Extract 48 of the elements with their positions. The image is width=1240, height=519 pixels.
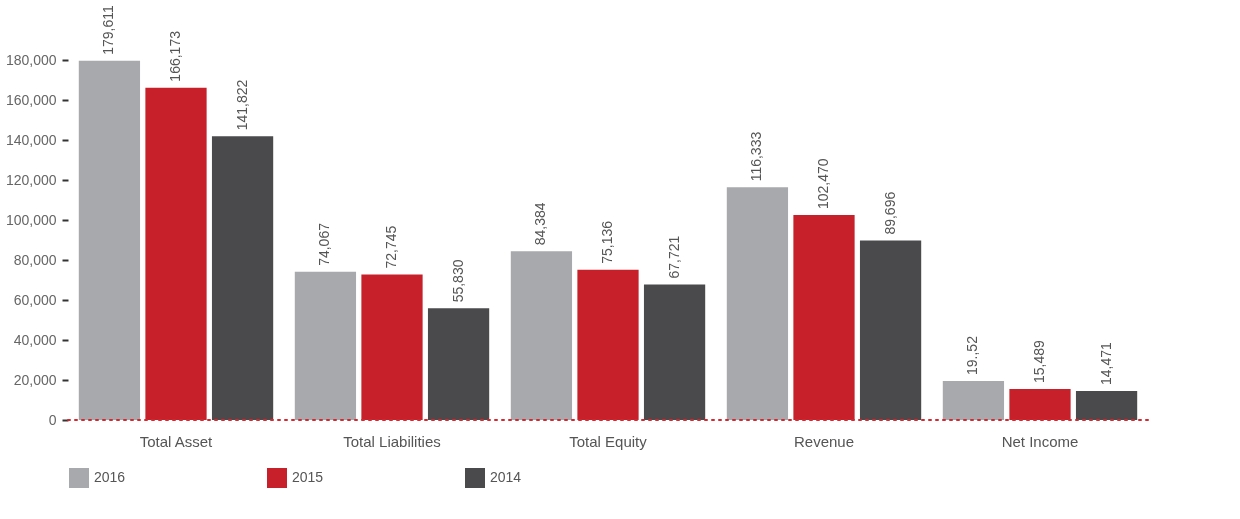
x-tick-label: Total Asset	[139, 432, 214, 450]
bar	[145, 87, 207, 420]
data-label: 74,067	[316, 222, 333, 266]
bar	[577, 269, 639, 420]
x-tick-label: Revenue	[793, 432, 855, 450]
y-tick-label: 40,000	[13, 331, 57, 348]
bar	[510, 251, 573, 420]
bar	[726, 187, 789, 420]
legend-label: 2016	[94, 469, 126, 485]
bar	[78, 60, 141, 420]
data-label: 141,822	[233, 79, 250, 131]
bar	[942, 381, 1005, 420]
data-label: 102,470	[815, 158, 831, 210]
bar	[427, 308, 490, 420]
data-label: 72,745	[383, 225, 399, 269]
data-label: 84,384	[532, 202, 549, 246]
bar	[643, 284, 706, 420]
y-tick-label: 100,000	[5, 211, 57, 228]
data-label: 55,830	[449, 259, 466, 303]
y-tick-label: 120,000	[5, 171, 57, 188]
y-tick-label: 0	[48, 411, 57, 428]
y-tick-label: 60,000	[13, 291, 57, 308]
data-label: 15,489	[1031, 339, 1047, 384]
legend-label: 2014	[490, 469, 522, 485]
x-tick-label: Net Income	[1001, 432, 1079, 450]
data-label: 116,333	[748, 131, 765, 182]
data-label: 14,471	[1097, 342, 1114, 386]
legend-label: 2015	[292, 469, 324, 485]
y-tick-label: 20,000	[13, 371, 57, 388]
bar	[211, 136, 274, 420]
y-tick-label: 160,000	[5, 91, 57, 108]
data-label: 166,173	[167, 30, 183, 82]
bar	[1009, 389, 1071, 420]
x-tick-label: Total Equity	[569, 432, 648, 450]
data-label: 75,136	[599, 220, 615, 264]
data-label: 67,721	[665, 235, 682, 279]
x-tick-label: Total Liabilities	[343, 432, 441, 450]
bar	[361, 274, 423, 420]
data-label: 89,696	[881, 191, 898, 235]
bar	[859, 240, 922, 420]
y-tick-label: 80,000	[13, 251, 57, 268]
y-tick-label: 180,000	[5, 51, 57, 68]
y-tick-label: 140,000	[5, 131, 57, 148]
bar	[793, 215, 855, 420]
data-label: 179,611	[100, 5, 117, 55]
bar	[1075, 391, 1138, 420]
data-label: 19.,52	[964, 335, 981, 375]
bar	[294, 271, 357, 420]
